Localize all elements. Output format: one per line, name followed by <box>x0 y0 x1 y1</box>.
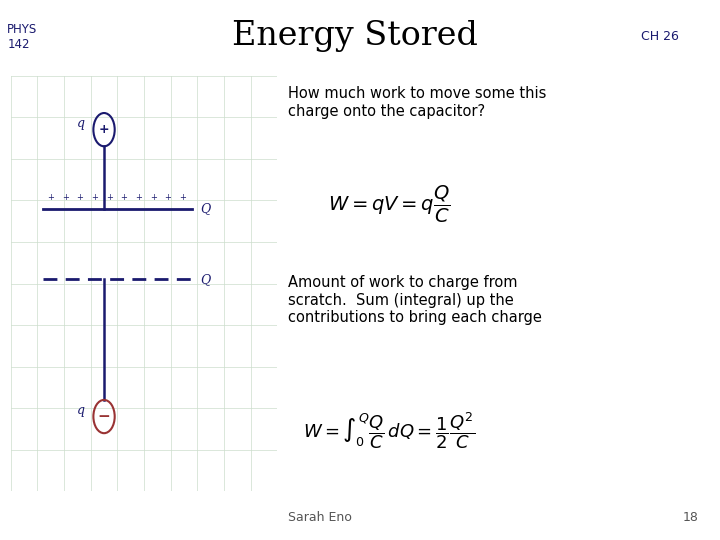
Text: +: + <box>135 193 142 202</box>
Text: q: q <box>77 404 86 417</box>
Text: −: − <box>98 409 110 424</box>
Text: How much work to move some this
charge onto the capacitor?: How much work to move some this charge o… <box>288 86 546 119</box>
Text: +: + <box>62 193 69 202</box>
Text: +: + <box>91 193 98 202</box>
Text: 18: 18 <box>683 511 698 524</box>
Text: Amount of work to charge from
scratch.  Sum (integral) up the
contributions to b: Amount of work to charge from scratch. S… <box>288 275 542 325</box>
Text: Energy Stored: Energy Stored <box>232 21 477 52</box>
Text: PHYS
142: PHYS 142 <box>7 23 37 51</box>
Text: CH 26: CH 26 <box>641 30 679 43</box>
Text: +: + <box>165 193 171 202</box>
Text: Q: Q <box>200 202 210 215</box>
Text: $W = \int_0^Q \dfrac{Q}{C}\,dQ = \dfrac{1}{2}\dfrac{Q^2}{C}$: $W = \int_0^Q \dfrac{Q}{C}\,dQ = \dfrac{… <box>303 410 474 451</box>
Text: Q: Q <box>200 273 210 286</box>
Text: +: + <box>120 193 127 202</box>
Text: Sarah Eno: Sarah Eno <box>288 511 352 524</box>
Text: +: + <box>99 123 109 136</box>
Text: +: + <box>179 193 186 202</box>
Text: +: + <box>76 193 84 202</box>
Text: +: + <box>106 193 113 202</box>
Text: q: q <box>77 117 86 130</box>
Text: $W = qV = q\dfrac{Q}{C}$: $W = qV = q\dfrac{Q}{C}$ <box>328 184 450 225</box>
Text: +: + <box>48 193 54 202</box>
Text: +: + <box>150 193 157 202</box>
